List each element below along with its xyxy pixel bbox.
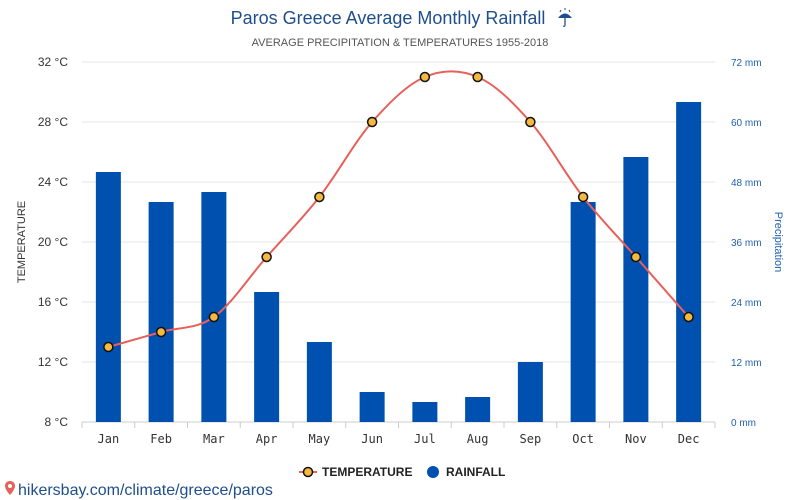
x-tick-label: Mar	[203, 432, 225, 446]
temperature-point[interactable]	[472, 71, 483, 83]
rainfall-bar[interactable]	[412, 402, 438, 422]
temperature-point[interactable]	[155, 326, 167, 338]
rainfall-bar[interactable]	[465, 397, 491, 422]
x-tick-label: Sep	[520, 432, 542, 446]
rainfall-bar[interactable]	[95, 172, 121, 422]
legend-rainfall-label[interactable]: RAINFALL	[446, 465, 505, 479]
legend: TEMPERATURE RAINFALL	[299, 465, 505, 479]
x-axis-ticks: Jan Feb Mar Apr May Jun Jul Aug Sep Oct Nov Dec	[81, 422, 716, 446]
y-left-tick-label: 28 °C	[38, 115, 68, 129]
x-tick-label: Jun	[361, 432, 383, 446]
temperature-line	[108, 70, 690, 348]
y-axis-right-label: Precipitation	[772, 212, 784, 273]
temperature-line-group	[103, 70, 694, 353]
y-left-tick-label: 8 °C	[45, 415, 69, 429]
y-right-tick-label: 12 mm	[731, 358, 762, 369]
rainfall-bar[interactable]	[676, 102, 702, 422]
y-left-tick-label: 20 °C	[38, 235, 68, 249]
y-left-tick-label: 24 °C	[38, 175, 68, 189]
legend-rainfall-marker[interactable]	[427, 466, 439, 478]
x-tick-label: Oct	[572, 432, 594, 446]
x-tick-label: Aug	[467, 432, 489, 446]
umbrella-icon	[558, 8, 572, 27]
rainfall-bar[interactable]	[517, 362, 543, 422]
temperature-point[interactable]	[103, 341, 114, 353]
rainfall-bar[interactable]	[570, 202, 596, 422]
y-left-tick-label: 32 °C	[38, 55, 68, 69]
temperature-point[interactable]	[261, 251, 272, 263]
temperature-point[interactable]	[314, 191, 325, 203]
rainfall-bar[interactable]	[623, 157, 649, 422]
grid-lines	[82, 61, 715, 423]
rainfall-bar[interactable]	[254, 292, 280, 422]
y-left-tick-label: 16 °C	[38, 295, 68, 309]
temperature-point[interactable]	[208, 311, 220, 323]
temperature-point[interactable]	[577, 191, 589, 203]
location-pin-icon	[5, 481, 15, 495]
temperature-point[interactable]	[366, 116, 378, 128]
legend-temperature-label[interactable]: TEMPERATURE	[322, 465, 412, 479]
y-right-tick-label: 72 mm	[731, 58, 762, 69]
rainfall-bar[interactable]	[201, 192, 227, 422]
chart-title: Paros Greece Average Monthly Rainfall	[231, 8, 546, 28]
x-tick-label: Jul	[414, 432, 436, 446]
y-right-tick-label: 0 mm	[731, 418, 756, 429]
y-left-tick-label: 12 °C	[38, 355, 68, 369]
rainfall-bars	[95, 102, 702, 422]
source-link[interactable]: hikersbay.com/climate/greece/paros	[18, 482, 273, 499]
x-tick-label: Nov	[625, 432, 647, 446]
rainfall-bar[interactable]	[148, 202, 174, 422]
rainfall-bar[interactable]	[306, 342, 332, 422]
temperature-point[interactable]	[419, 71, 431, 83]
temperature-point[interactable]	[630, 251, 642, 263]
x-tick-label: Jan	[98, 432, 120, 446]
right-axis-ticks: 0 mm 12 mm 24 mm 36 mm 48 mm 60 mm 72 mm	[731, 58, 762, 429]
temperature-point[interactable]	[525, 116, 536, 128]
temperature-point[interactable]	[683, 311, 694, 323]
y-right-tick-label: 48 mm	[731, 178, 762, 189]
y-right-tick-label: 36 mm	[731, 238, 762, 249]
y-right-tick-label: 24 mm	[731, 298, 762, 309]
rainfall-bar[interactable]	[359, 392, 385, 422]
left-axis-ticks: 8 °C 12 °C 16 °C 20 °C 24 °C 28 °C 32 °C	[38, 55, 68, 429]
legend-temperature-marker[interactable]	[299, 466, 317, 478]
x-tick-label: Dec	[678, 432, 700, 446]
x-tick-label: May	[309, 432, 331, 446]
chart-subtitle: AVERAGE PRECIPITATION & TEMPERATURES 195…	[252, 37, 549, 49]
y-axis-left-label: TEMPERATURE	[16, 201, 28, 283]
x-tick-label: Apr	[256, 432, 278, 446]
y-right-tick-label: 60 mm	[731, 118, 762, 129]
x-tick-label: Feb	[150, 432, 172, 446]
